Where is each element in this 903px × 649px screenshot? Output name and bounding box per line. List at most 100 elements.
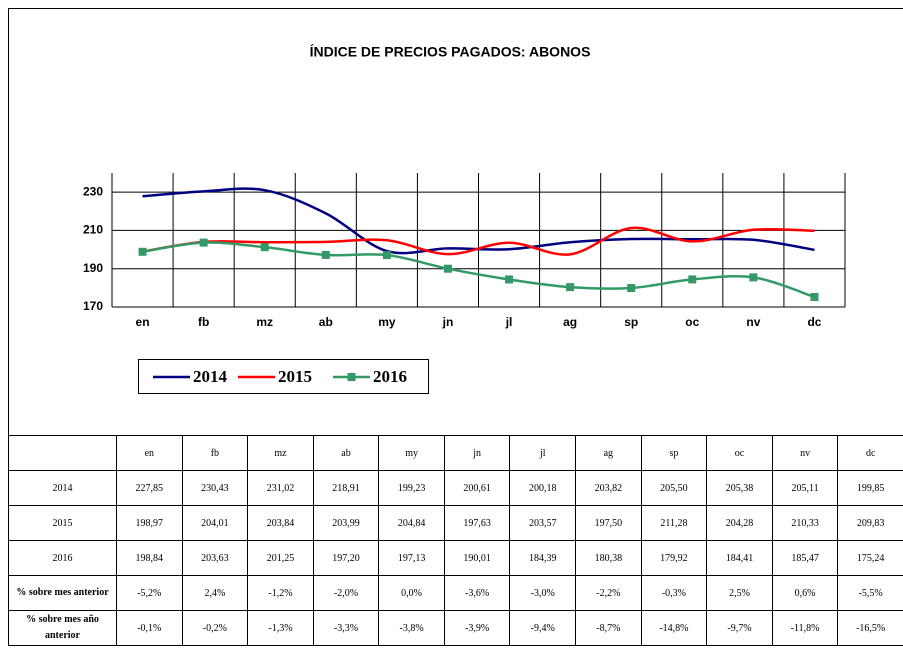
cell: -11,8% xyxy=(771,610,839,646)
cell: -5,2% xyxy=(116,575,183,611)
marker xyxy=(321,250,330,259)
header-cell: oc xyxy=(706,435,773,471)
cell: -0,2% xyxy=(181,610,249,646)
cell: 200,61 xyxy=(443,470,511,506)
pct-row: % sobre mes año anterior -0,1% -0,2% -1,3% -… xyxy=(8,610,903,646)
legend-label: 2015 xyxy=(278,367,312,386)
legend-box xyxy=(138,359,429,394)
cell: 205,38 xyxy=(706,470,773,506)
cell: 184,39 xyxy=(509,540,577,576)
x-tick-label: nv xyxy=(746,315,760,329)
marker xyxy=(749,273,758,282)
cell: 2,4% xyxy=(181,575,249,611)
marker xyxy=(382,251,391,260)
cell: 197,63 xyxy=(443,505,511,541)
x-tick-label: jl xyxy=(505,315,513,329)
cell: 227,85 xyxy=(116,470,183,506)
header-row: en fb mz ab my jn jl ag sp oc nv dc xyxy=(8,435,903,471)
chart: ÍNDICE DE PRECIOS PAGADOS: ABONOS 170 190… xyxy=(8,8,903,435)
cell: 0,0% xyxy=(378,575,445,611)
cell: -3,8% xyxy=(378,610,445,646)
frame xyxy=(8,8,903,435)
cell: 185,47 xyxy=(771,540,839,576)
cell: 204,28 xyxy=(706,505,773,541)
cell: 199,85 xyxy=(837,470,903,506)
cell: -2,0% xyxy=(312,575,380,611)
header-cell: mz xyxy=(247,435,314,471)
row-label: % sobre mes anterior xyxy=(8,575,117,611)
cell: -3,9% xyxy=(443,610,511,646)
x-tick-label: oc xyxy=(685,315,699,329)
marker xyxy=(260,243,269,252)
marker xyxy=(443,264,452,273)
series-line xyxy=(142,187,815,255)
cell: 204,84 xyxy=(378,505,445,541)
x-tick-label: sp xyxy=(624,315,638,329)
cell: 203,57 xyxy=(509,505,577,541)
chart-title: ÍNDICE DE PRECIOS PAGADOS: ABONOS xyxy=(310,44,591,60)
cell: 197,20 xyxy=(312,540,380,576)
cell: -9,4% xyxy=(509,610,577,646)
cell: 199,23 xyxy=(378,470,445,506)
cell: 203,82 xyxy=(575,470,642,506)
cell: 180,38 xyxy=(575,540,642,576)
cell: 218,91 xyxy=(312,470,380,506)
header-cell: dc xyxy=(837,435,903,471)
cell: -9,7% xyxy=(706,610,773,646)
data-row: 2014 227,85 230,43 231,02 218,91 199,23 200,61… xyxy=(8,470,903,506)
legend-marker xyxy=(347,373,356,381)
marker xyxy=(566,283,575,292)
cell: 204,01 xyxy=(181,505,249,541)
cell: 231,02 xyxy=(247,470,314,506)
cell: -3,0% xyxy=(509,575,577,611)
header-cell: fb xyxy=(181,435,249,471)
series-line xyxy=(142,226,815,256)
cell: 205,50 xyxy=(640,470,708,506)
cell: -1,2% xyxy=(247,575,314,611)
y-tick-label: 170 xyxy=(83,299,103,313)
cell: 203,63 xyxy=(181,540,249,576)
header-cell: my xyxy=(378,435,445,471)
data-row: 2015 198,97 204,01 203,84 203,99 204,84 197,63… xyxy=(8,505,903,541)
corner-cell xyxy=(8,435,117,471)
x-tick-label: jn xyxy=(442,315,454,329)
marker xyxy=(505,275,514,284)
cell: 190,01 xyxy=(443,540,511,576)
row-label: % sobre mes año anterior xyxy=(8,610,117,646)
y-tick-label: 190 xyxy=(83,261,103,275)
cell: 230,43 xyxy=(181,470,249,506)
header-cell: nv xyxy=(771,435,839,471)
cell: -14,8% xyxy=(640,610,708,646)
cell: -2,2% xyxy=(575,575,642,611)
cell: -1,3% xyxy=(247,610,314,646)
cell: 179,92 xyxy=(640,540,708,576)
x-tick-label: ab xyxy=(319,315,333,329)
row-label: 2014 xyxy=(8,470,117,506)
marker xyxy=(199,238,208,247)
cell: -8,7% xyxy=(575,610,642,646)
marker xyxy=(688,275,697,284)
cell: 201,25 xyxy=(247,540,314,576)
legend-label: 2016 xyxy=(373,367,407,386)
row-label: 2016 xyxy=(8,540,117,576)
x-tick-label: mz xyxy=(256,315,273,329)
data-table: en fb mz ab my jn jl ag sp oc nv dc 2014 227,85 230,43… xyxy=(8,435,903,649)
data-row: 2016 198,84 203,63 201,25 197,20 197,13 190,01… xyxy=(8,540,903,576)
cell: -5,5% xyxy=(837,575,903,611)
table: en fb mz ab my jn jl ag sp oc nv dc 2014 227,85 230,43… xyxy=(8,435,903,646)
x-tick-label: fb xyxy=(198,315,209,329)
header-cell: ag xyxy=(575,435,642,471)
x-tick-label: ag xyxy=(563,315,577,329)
cell: 197,13 xyxy=(378,540,445,576)
cell: 198,97 xyxy=(116,505,183,541)
header-cell: en xyxy=(116,435,183,471)
cell: -3,6% xyxy=(443,575,511,611)
cell: -16,5% xyxy=(837,610,903,646)
y-tick-label: 230 xyxy=(83,184,103,198)
cell: 203,84 xyxy=(247,505,314,541)
header-cell: sp xyxy=(640,435,708,471)
marker xyxy=(627,284,636,293)
header-cell: jn xyxy=(443,435,511,471)
cell: -0,3% xyxy=(640,575,708,611)
